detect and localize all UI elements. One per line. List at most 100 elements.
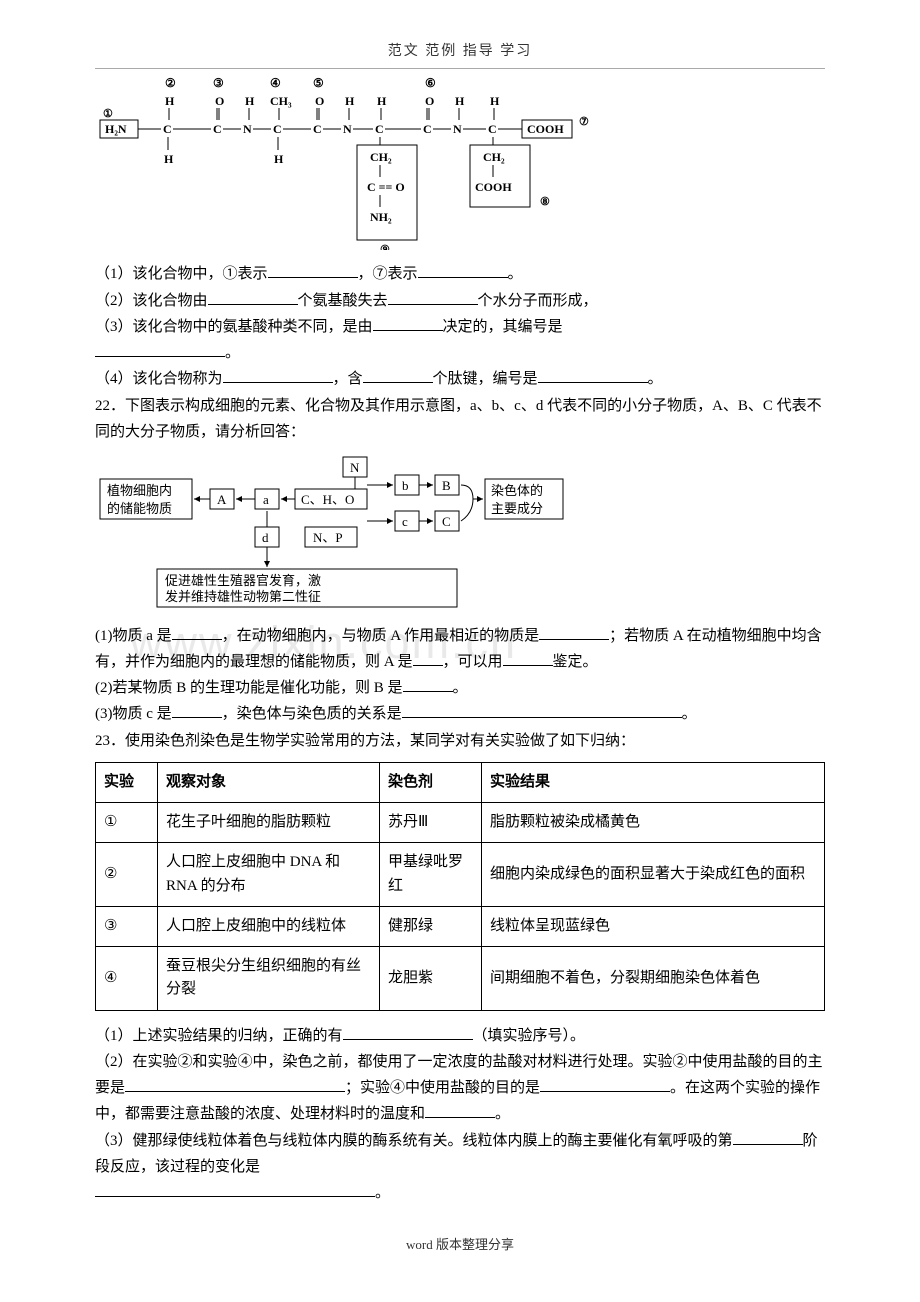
q23-line3: （3）健那绿使线粒体着色与线粒体内膜的酶系统有关。线粒体内膜上的酶主要催化有氧呼… bbox=[95, 1128, 825, 1207]
q23-3a: （3）健那绿使线粒体着色与线粒体内膜的酶系统有关。线粒体内膜上的酶主要催化有氧呼… bbox=[95, 1133, 733, 1149]
q22-2b: 。 bbox=[453, 680, 468, 696]
q21-line3: （3）该化合物中的氨基酸种类不同，是由决定的，其编号是 。 bbox=[95, 314, 825, 367]
table-row: ① 花生子叶细胞的脂肪颗粒 苏丹Ⅲ 脂肪颗粒被染成橘黄色 bbox=[96, 803, 825, 843]
svg-text:N: N bbox=[350, 460, 360, 475]
q21-l3c: 。 bbox=[225, 345, 240, 361]
cell: ② bbox=[96, 843, 158, 907]
svg-text:H: H bbox=[377, 94, 387, 108]
cell: ① bbox=[96, 803, 158, 843]
q21-l2c: 个水分子而形成， bbox=[478, 293, 598, 309]
svg-text:C: C bbox=[442, 514, 451, 529]
blank bbox=[268, 262, 358, 278]
blank bbox=[373, 315, 443, 331]
svg-text:NH₂: NH₂ bbox=[370, 210, 392, 224]
svg-text:C: C bbox=[273, 122, 282, 136]
th-exp: 实验 bbox=[96, 762, 158, 802]
q23-2d: 。 bbox=[495, 1106, 510, 1122]
q22-1d: ，可以用 bbox=[443, 654, 503, 670]
cell: 甲基绿吡罗红 bbox=[380, 843, 482, 907]
table-header-row: 实验 观察对象 染色剂 实验结果 bbox=[96, 762, 825, 802]
q22-flow-diagram: 植物细胞内 的储能物质 A a C、H、O N b B c C d N、P 染色… bbox=[95, 451, 825, 621]
svg-text:N: N bbox=[343, 122, 352, 136]
svg-text:N: N bbox=[243, 122, 252, 136]
svg-text:⑤: ⑤ bbox=[313, 76, 324, 90]
q23-3c: 。 bbox=[375, 1185, 390, 1201]
q21-l2a: （2）该化合物由 bbox=[95, 293, 208, 309]
cell: 蚕豆根尖分生组织细胞的有丝分裂 bbox=[158, 947, 380, 1011]
cell: 健那绿 bbox=[380, 906, 482, 946]
cell: 龙胆紫 bbox=[380, 947, 482, 1011]
blank bbox=[538, 367, 648, 383]
blank bbox=[402, 702, 682, 718]
svg-text:CH₂: CH₂ bbox=[370, 150, 392, 164]
q21-l2b: 个氨基酸失去 bbox=[298, 293, 388, 309]
q22-line1: (1)物质 a 是，在动物细胞内，与物质 A 作用最相近的物质是；若物质 A 在… bbox=[95, 623, 825, 676]
blank bbox=[172, 702, 222, 718]
cell: 人口腔上皮细胞中 DNA 和 RNA 的分布 bbox=[158, 843, 380, 907]
svg-text:a: a bbox=[263, 492, 269, 507]
q22-intro: 22．下图表示构成细胞的元素、化合物及其作用示意图，a、b、c、d 代表不同的小… bbox=[95, 393, 825, 446]
table-row: ③ 人口腔上皮细胞中的线粒体 健那绿 线粒体呈现蓝绿色 bbox=[96, 906, 825, 946]
cell: ③ bbox=[96, 906, 158, 946]
q22-2a: (2)若某物质 B 的生理功能是催化功能，则 B 是 bbox=[95, 680, 403, 696]
q21-line2: （2）该化合物由 个氨基酸失去 个水分子而形成， bbox=[95, 288, 825, 314]
svg-text:H: H bbox=[165, 94, 175, 108]
svg-text:⑧: ⑧ bbox=[540, 196, 550, 208]
svg-text:COOH: COOH bbox=[527, 122, 564, 136]
table-row: ④ 蚕豆根尖分生组织细胞的有丝分裂 龙胆紫 间期细胞不着色，分裂期细胞染色体着色 bbox=[96, 947, 825, 1011]
svg-text:H₂N: H₂N bbox=[105, 122, 127, 136]
cell: 线粒体呈现蓝绿色 bbox=[482, 906, 825, 946]
th-stain: 染色剂 bbox=[380, 762, 482, 802]
q23-2b: ；实验④中使用盐酸的目的是 bbox=[345, 1080, 540, 1096]
content-area: ②③ ④⑤ ⑥ H OH CH₃OH HOH H bbox=[95, 75, 825, 1207]
q21-l1c: 。 bbox=[508, 266, 523, 282]
cell: 苏丹Ⅲ bbox=[380, 803, 482, 843]
svg-text:H: H bbox=[455, 94, 465, 108]
svg-text:主要成分: 主要成分 bbox=[491, 501, 543, 516]
q21-line4: （4）该化合物称为，含个肽键，编号是。 bbox=[95, 366, 825, 392]
svg-text:⑨: ⑨ bbox=[380, 244, 390, 250]
blank bbox=[418, 262, 508, 278]
svg-text:C: C bbox=[163, 122, 172, 136]
q23-1a: （1）上述实验结果的归纳，正确的有 bbox=[95, 1028, 343, 1044]
page-footer: word 版本整理分享 bbox=[95, 1234, 825, 1256]
q21-l1b: ，⑦表示 bbox=[358, 266, 418, 282]
blank bbox=[223, 367, 333, 383]
svg-text:O: O bbox=[315, 94, 324, 108]
svg-text:CH₂: CH₂ bbox=[483, 150, 505, 164]
svg-text:①: ① bbox=[103, 108, 113, 120]
q22-3b: ，染色体与染色质的关系是 bbox=[222, 706, 402, 722]
q23-1b: （填实验序号）。 bbox=[473, 1028, 586, 1044]
q21-l4d: 。 bbox=[648, 371, 663, 387]
svg-text:②: ② bbox=[165, 76, 176, 90]
blank bbox=[413, 650, 443, 666]
blank bbox=[172, 624, 222, 640]
q21-l3b: 决定的，其编号是 bbox=[443, 319, 563, 335]
q22-line3: (3)物质 c 是，染色体与染色质的关系是。 bbox=[95, 701, 825, 727]
svg-text:发并维持雄性动物第二性征: 发并维持雄性动物第二性征 bbox=[165, 589, 321, 604]
svg-text:H: H bbox=[345, 94, 355, 108]
blank bbox=[388, 289, 478, 305]
blank bbox=[403, 676, 453, 692]
svg-text:的储能物质: 的储能物质 bbox=[107, 501, 172, 516]
blank bbox=[503, 650, 553, 666]
svg-text:COOH: COOH bbox=[475, 180, 512, 194]
th-obj: 观察对象 bbox=[158, 762, 380, 802]
q22-1b: ，在动物细胞内，与物质 A 作用最相近的物质是 bbox=[222, 628, 540, 644]
svg-text:④: ④ bbox=[270, 76, 281, 90]
q21-l1a: （1）该化合物中，①表示 bbox=[95, 266, 268, 282]
svg-text:C: C bbox=[375, 122, 384, 136]
svg-text:染色体的: 染色体的 bbox=[491, 483, 543, 498]
svg-text:C、H、O: C、H、O bbox=[301, 492, 354, 507]
blank bbox=[540, 1076, 670, 1092]
blank bbox=[539, 624, 609, 640]
cell: ④ bbox=[96, 947, 158, 1011]
experiment-table: 实验 观察对象 染色剂 实验结果 ① 花生子叶细胞的脂肪颗粒 苏丹Ⅲ 脂肪颗粒被… bbox=[95, 762, 825, 1011]
svg-text:③: ③ bbox=[213, 76, 224, 90]
q23-intro: 23．使用染色剂染色是生物学实验常用的方法，某同学对有关实验做了如下归纳： bbox=[95, 728, 825, 754]
q21-l4b: ，含 bbox=[333, 371, 363, 387]
q23-line1: （1）上述实验结果的归纳，正确的有 （填实验序号）。 bbox=[95, 1023, 825, 1049]
q22-3c: 。 bbox=[682, 706, 697, 722]
svg-text:O: O bbox=[425, 94, 434, 108]
cell: 间期细胞不着色，分裂期细胞染色体着色 bbox=[482, 947, 825, 1011]
